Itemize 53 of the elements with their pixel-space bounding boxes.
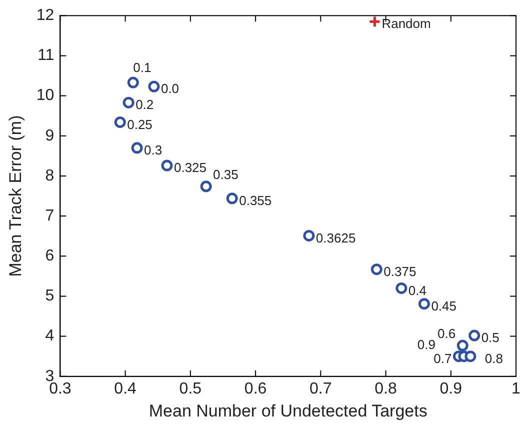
y-tick-label: 4 <box>45 328 54 345</box>
point <box>161 160 173 172</box>
x-tick-label: 1 <box>512 380 521 398</box>
annotation: 0.25 <box>127 116 152 132</box>
annotation: 0.8 <box>484 350 503 366</box>
annotation: Random <box>382 16 431 32</box>
x-tick-label: 0.9 <box>440 380 462 398</box>
annotation: 0.4 <box>408 282 426 298</box>
x-tick-label: 0.4 <box>114 380 137 398</box>
point <box>368 16 381 28</box>
point <box>456 340 468 352</box>
y-tick-label: 6 <box>45 248 54 265</box>
point <box>127 76 139 88</box>
point <box>418 298 430 310</box>
y-tick-label: 11 <box>38 47 54 64</box>
point <box>114 116 126 128</box>
point <box>370 264 382 276</box>
annotation: 0.3625 <box>316 230 356 246</box>
point <box>464 350 476 362</box>
y-tick-label: 8 <box>45 167 54 184</box>
x-tick-label: 0.5 <box>179 380 202 398</box>
point <box>131 142 143 154</box>
annotation: 0.1 <box>133 60 152 76</box>
annotation: 0.5 <box>481 330 500 346</box>
annotation: 0.355 <box>239 192 272 208</box>
point <box>468 330 480 342</box>
point <box>303 230 315 242</box>
annotation: 0.35 <box>213 166 238 182</box>
point <box>200 180 212 192</box>
annotation: 0.3 <box>144 142 162 158</box>
y-tick-label: 5 <box>45 288 54 305</box>
y-tick-label: 12 <box>36 7 54 24</box>
y-axis-title: Mean Track Error (m) <box>6 115 25 277</box>
y-tick-label: 9 <box>45 127 54 144</box>
annotation: 0.45 <box>431 298 456 314</box>
x-axis-title: Mean Number of Undetected Targets <box>148 401 428 420</box>
x-tick-label: 0.6 <box>244 380 267 398</box>
annotation: 0.7 <box>434 350 452 366</box>
annotation: 0.9 <box>417 336 436 352</box>
x-tick-label: 0.8 <box>374 380 397 398</box>
point <box>148 80 160 92</box>
annotation: 0.2 <box>136 97 154 112</box>
point <box>226 192 238 204</box>
annotation: 0.6 <box>438 326 456 342</box>
x-tick-label: 0.7 <box>310 380 332 398</box>
x-tick-label: 0.3 <box>49 380 72 398</box>
annotation: 0.325 <box>174 160 207 176</box>
annotation: 0.375 <box>384 264 416 279</box>
point <box>122 96 134 108</box>
y-tick-label: 10 <box>36 87 54 104</box>
y-tick-label: 7 <box>45 207 54 224</box>
point <box>396 282 408 294</box>
annotation: 0.0 <box>160 81 180 96</box>
